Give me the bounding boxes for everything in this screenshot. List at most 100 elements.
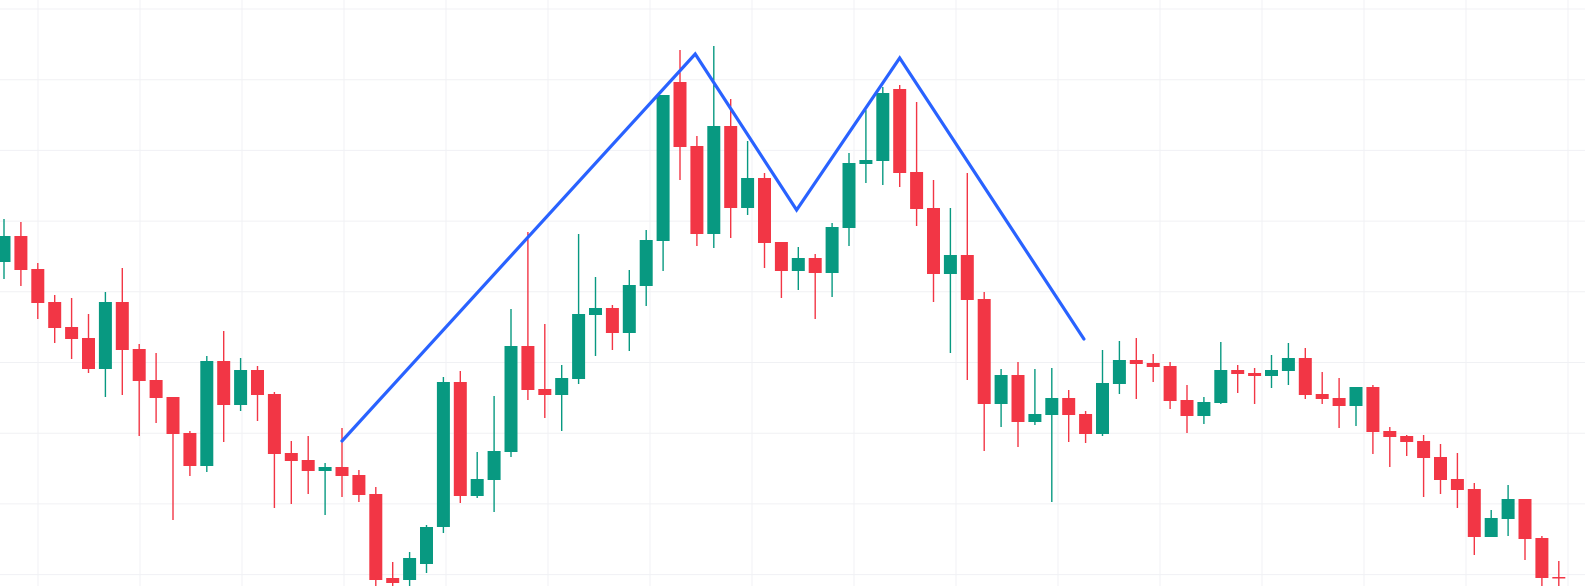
candle-bearish [352,470,366,502]
candle-body [555,378,569,395]
candle-body [318,467,332,471]
candle-body [1180,400,1194,416]
candle-body [656,95,670,241]
candle-bearish [1552,561,1566,586]
candle-bearish [14,222,28,286]
candle-bullish [487,396,501,512]
candle-body [1349,387,1363,406]
candle-bullish [859,110,873,183]
candle-body [1028,414,1042,422]
candle-bullish [572,234,586,384]
candle-body [504,346,518,452]
candle-body [927,208,940,274]
candle-body [1096,383,1109,434]
candle-bearish [690,136,704,246]
candle-bullish [741,141,755,215]
candle-body [0,236,11,262]
candle-bearish [1417,435,1431,497]
candle-bullish [318,463,332,515]
candle-bearish [386,562,400,586]
candle-bearish [758,173,771,268]
candle-bullish [639,230,653,306]
candle-bullish [825,223,839,297]
double-top-pattern-line[interactable] [340,51,1086,443]
candle-bearish [605,305,619,350]
candle-bullish [200,356,214,472]
candle-body [825,227,839,273]
candle-bearish [1248,368,1262,404]
candle-body [65,327,79,339]
candle-bullish [470,452,484,498]
candle-bullish [98,292,112,397]
candle-bullish [589,277,602,356]
pattern-polyline[interactable] [340,51,1086,443]
candle-body [859,160,873,164]
candle-bearish [183,431,197,476]
candle-body [1332,398,1346,406]
candle-body [673,82,687,147]
candle-bullish [234,358,248,411]
candle-bearish [369,487,383,586]
candle-body [1400,436,1414,442]
candle-bullish [1112,341,1126,394]
candle-bearish [48,295,62,343]
candle-bearish [82,314,95,373]
candle-body [1163,366,1177,401]
candle-body [1045,398,1059,415]
candle-bearish [1450,453,1464,508]
candle-bullish [622,270,636,351]
candle-body [82,338,95,369]
candle-body [943,255,957,274]
candle-body [960,255,974,300]
candle-bearish [538,324,552,418]
candle-bearish [115,268,129,395]
candle-body [1501,499,1515,519]
candle-body [420,527,433,564]
candle-body [589,308,602,315]
candle-bearish [1231,365,1245,393]
candle-bullish [1501,485,1515,536]
candle-bearish [1062,390,1076,442]
candle-body [572,314,586,379]
candle-body [605,308,619,333]
candle-bearish [453,371,467,503]
candle-bearish [284,441,298,504]
candle-body [453,382,467,496]
candle-body [724,126,738,208]
candle-body [1552,577,1566,579]
candle-body [1281,358,1295,371]
candle-bullish [1265,355,1278,388]
candle-body [115,302,129,350]
candle-bearish [31,263,45,319]
candle-bearish [927,180,940,302]
candle-bearish [977,292,991,451]
candle-bearish [724,99,738,238]
candle-bearish [1383,427,1397,467]
candle-body [1062,398,1076,415]
candle-body [149,380,163,398]
candle-bullish [504,309,518,457]
candle-body [622,285,636,333]
candle-bearish [1400,435,1414,456]
candle-bearish [1535,536,1549,586]
candle-body [690,146,704,234]
candle-bullish [1096,350,1109,436]
candle-bullish [420,525,433,573]
candle-bullish [403,552,417,586]
candle-body [352,475,366,495]
candle-body [487,451,501,480]
candle-bearish [1434,444,1447,494]
candle-body [1265,370,1278,376]
candle-bearish [1011,362,1025,447]
candle-body [1298,358,1312,395]
candle-body [1079,414,1093,434]
candle-body [707,126,721,234]
candle-bullish [1045,368,1059,502]
candle-body [1197,402,1211,416]
candle-bullish [943,208,957,353]
candle-body [403,558,417,580]
candle-body [217,361,231,405]
candle-body [1129,360,1143,364]
candle-bullish [791,247,805,290]
candle-body [1214,370,1228,403]
